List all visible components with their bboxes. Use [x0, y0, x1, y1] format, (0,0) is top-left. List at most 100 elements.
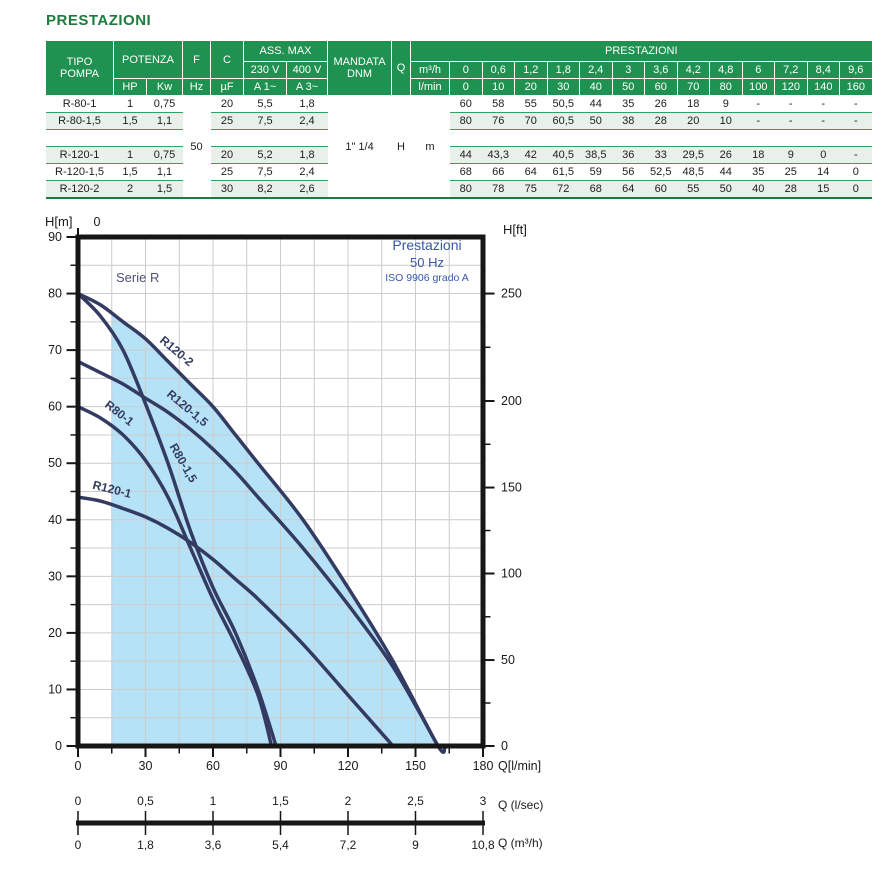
chart-text: 250 — [501, 287, 522, 301]
chart-text: 0 — [75, 838, 82, 852]
cell-prestazione-value: 29,5 — [677, 146, 710, 164]
header-m3h-value: 7,2 — [774, 61, 808, 79]
spacer-cell — [774, 129, 808, 147]
chart-text: 3,6 — [205, 838, 222, 852]
chart-text: ISO 9906 grado A — [385, 272, 468, 284]
cell-prestazione-value: 35 — [742, 163, 775, 181]
spacer-cell — [45, 129, 114, 147]
col-header-c: C — [210, 40, 245, 79]
chart-text: 90 — [274, 759, 288, 773]
cell-prestazione-value: - — [774, 112, 808, 130]
header-m3h-value: 4,2 — [676, 61, 711, 79]
chart-text: 0 — [94, 215, 101, 229]
spacer-cell — [210, 129, 244, 147]
cell-prestazione-value: 72 — [547, 180, 580, 199]
cell-a3: 2,4 — [286, 112, 328, 130]
cell-prestazione-value: 75 — [514, 180, 548, 199]
cell-tipo: R-120-2 — [45, 180, 114, 199]
specs-table: TIPO POMPA POTENZA F C ASS. MAX MANDATA … — [45, 40, 873, 199]
cell-prestazione-value: 38 — [612, 112, 645, 130]
cell-prestazione-value: - — [742, 95, 775, 113]
col-header-a3: A 3~ — [286, 78, 329, 96]
cell-prestazione-value: 0 — [807, 146, 840, 164]
spacer-cell — [579, 129, 613, 147]
chart-text: 0 — [55, 739, 62, 753]
cell-uf: 30 — [210, 180, 244, 199]
cell-prestazione-value: 60 — [644, 180, 678, 199]
col-header-hz: Hz — [182, 78, 212, 96]
curve-R120-2 — [76, 291, 447, 754]
cell-a3: 2,6 — [286, 180, 328, 199]
spacer-cell — [644, 129, 678, 147]
col-header-400v: 400 V — [286, 61, 329, 79]
spacer-cell — [113, 129, 147, 147]
header-m3h-value: 8,4 — [806, 61, 841, 79]
chart-text: 50 — [48, 456, 62, 470]
col-header-uf: µF — [210, 78, 245, 96]
cell-prestazione-value: 64 — [612, 180, 645, 199]
cell-a3: 2,4 — [286, 163, 328, 181]
header-m3h-value: 1,8 — [546, 61, 581, 79]
cell-prestazione-value: 76 — [482, 112, 515, 130]
cell-kw: 1,1 — [146, 163, 183, 181]
chart-text: 2,5 — [407, 794, 424, 808]
curve-R120-1 — [76, 495, 395, 748]
table-row: R-120-1 1 0,75 20 5,2 1,8 44 43,3 42 40,5 38,5 36 33… — [45, 146, 873, 164]
chart-text: 0 — [75, 794, 82, 808]
chart-text: Serie R — [116, 270, 159, 285]
chart-text: 50 Hz — [410, 255, 444, 270]
cell-prestazione-value: 40,5 — [547, 146, 580, 164]
cell-prestazione-value: - — [807, 95, 840, 113]
table-row: R-120-1,5 1,5 1,1 25 7,5 2,4 68 66 64 61,5 59 56 52,… — [45, 163, 873, 181]
header-m3h-value: 6 — [741, 61, 776, 79]
cell-tipo: R-80-1 — [45, 95, 114, 113]
cell-a3: 1,8 — [286, 146, 328, 164]
chart-text: 1,5 — [272, 794, 289, 808]
cell-prestazione-value: 61,5 — [547, 163, 580, 181]
chart-text: 1,8 — [137, 838, 154, 852]
cell-uf: 25 — [210, 112, 244, 130]
chart-text: 180 — [473, 759, 494, 773]
cell-kw: 1,1 — [146, 112, 183, 130]
cell-prestazione-value: 68 — [449, 163, 483, 181]
header-lmin-value: 20 — [514, 78, 548, 96]
chart-text: 60 — [206, 759, 220, 773]
chart-text: 0,5 — [137, 794, 154, 808]
cell-prestazione-value: 14 — [807, 163, 840, 181]
cell-prestazione-value: 25 — [774, 163, 808, 181]
header-m3h-value: 9,6 — [839, 61, 873, 79]
table-row: R-120-2 2 1,5 30 8,2 2,6 80 78 75 72 68 64 60 55 50 40 2… — [45, 180, 873, 199]
chart-text: 150 — [405, 759, 426, 773]
header-lmin-value: 120 — [774, 78, 808, 96]
col-header-q: Q — [391, 40, 412, 96]
cell-prestazione-value: 78 — [482, 180, 515, 199]
cell-prestazione-value: 66 — [482, 163, 515, 181]
header-lmin-value: 140 — [806, 78, 841, 96]
cell-tipo: R-80-1,5 — [45, 112, 114, 130]
chart-text: 0 — [75, 759, 82, 773]
cell-prestazione-value: 36 — [612, 146, 645, 164]
cell-prestazione-value: 44 — [579, 95, 613, 113]
cell-prestazione-value: 35 — [612, 95, 645, 113]
col-header-prestazioni: PRESTAZIONI — [410, 40, 873, 62]
header-lmin-value: 100 — [741, 78, 776, 96]
cell-uf: 20 — [210, 146, 244, 164]
spacer-cell — [482, 129, 515, 147]
header-m3h-value: 2,4 — [579, 61, 613, 79]
cell-prestazione-value: 68 — [579, 180, 613, 199]
col-header-f: F — [182, 40, 212, 79]
cell-prestazione-value: 50 — [579, 112, 613, 130]
cell-a1: 8,2 — [243, 180, 287, 199]
col-header-mandata: MANDATA DNM — [327, 40, 393, 96]
col-header-m3h: m³/h — [410, 61, 451, 79]
cell-prestazione-value: 28 — [774, 180, 808, 199]
curve-R120-1,5 — [76, 359, 440, 748]
curve-R80-1,5 — [76, 291, 278, 748]
header-lmin-value: 0 — [449, 78, 483, 96]
cell-hp: 2 — [113, 180, 147, 199]
cell-prestazione-value: - — [839, 112, 873, 130]
header-lmin-value: 60 — [644, 78, 678, 96]
cell-hp: 1 — [113, 146, 147, 164]
cell-kw: 0,75 — [146, 146, 183, 164]
cell-a1: 7,5 — [243, 112, 287, 130]
